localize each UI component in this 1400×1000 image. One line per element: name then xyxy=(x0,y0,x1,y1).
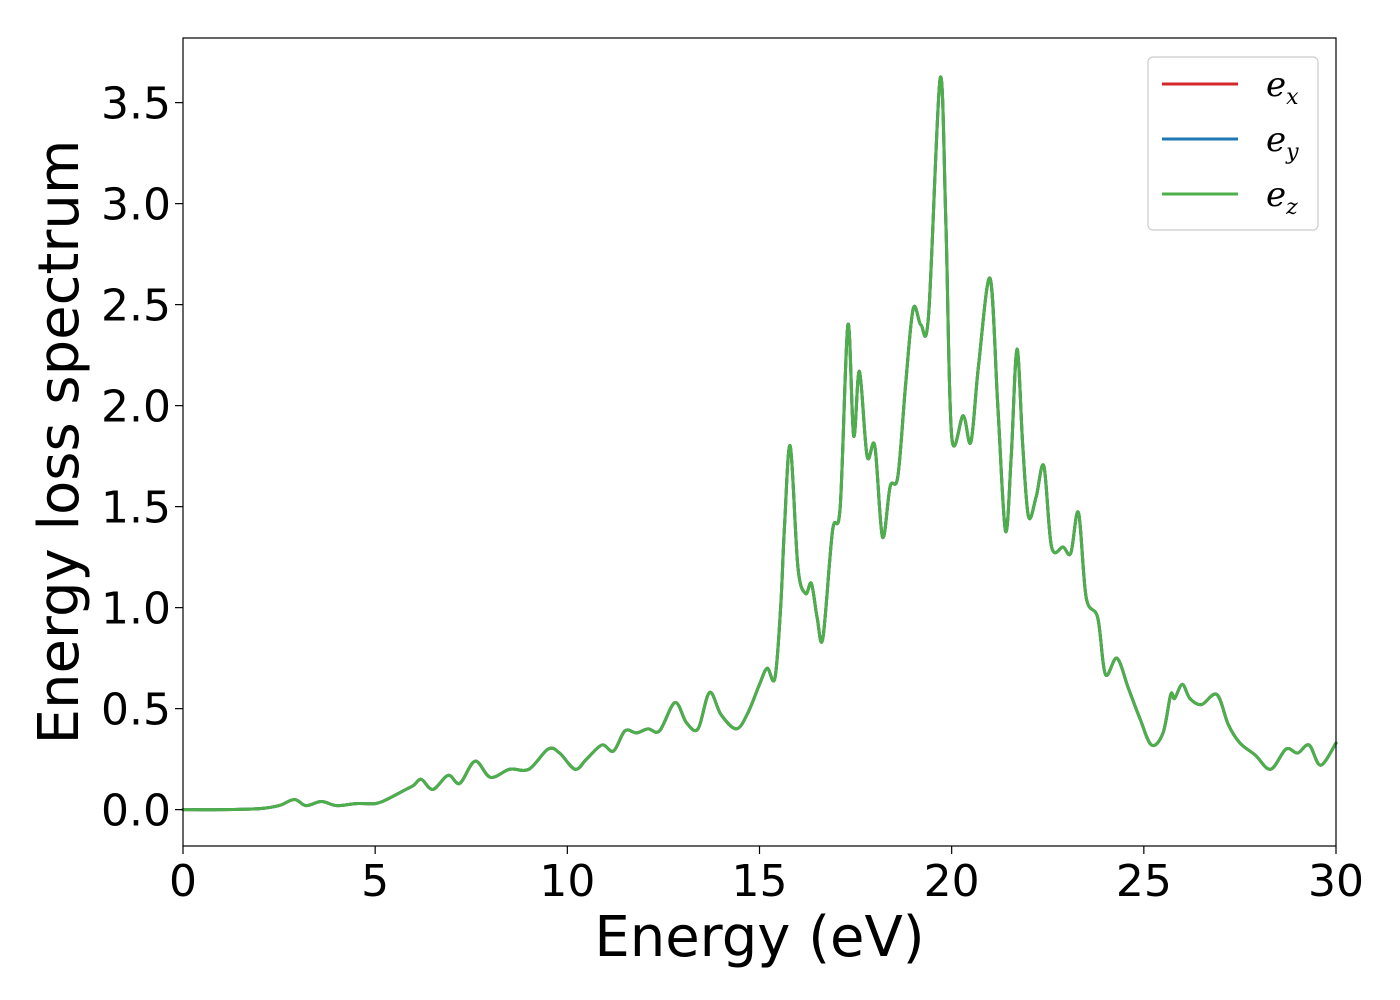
y-tick-label: 1.0 xyxy=(101,584,171,635)
x-tick-label: 30 xyxy=(1308,856,1364,907)
y-tick-label: 1.5 xyxy=(101,483,171,534)
y-tick-label: 2.0 xyxy=(101,382,171,433)
x-tick-label: 5 xyxy=(361,856,389,907)
legend: ex ey ez xyxy=(1147,56,1319,231)
y-axis-ticks: 0.0 0.5 1.0 1.5 2.0 2.5 3.0 3.5 xyxy=(101,79,183,837)
y-tick-label: 2.5 xyxy=(101,281,171,332)
y-tick-label: 3.0 xyxy=(101,180,171,231)
series-line-z xyxy=(181,75,1338,812)
x-tick-label: 0 xyxy=(169,856,197,907)
y-tick-label: 0.0 xyxy=(101,786,171,837)
x-tick-label: 20 xyxy=(924,856,980,907)
x-axis-label: Energy (eV) xyxy=(594,905,924,970)
legend-label-z: ez xyxy=(1266,175,1298,220)
legend-box xyxy=(1147,56,1319,231)
y-tick-label: 3.5 xyxy=(101,79,171,130)
y-tick-label: 0.5 xyxy=(101,685,171,736)
series-layer xyxy=(181,75,1338,812)
y-axis-label: Energy loss spectrum xyxy=(27,140,92,745)
x-axis-ticks: 0 5 10 15 20 25 30 xyxy=(169,846,1364,907)
x-tick-label: 10 xyxy=(539,856,595,907)
legend-label-y: ey xyxy=(1266,120,1299,165)
x-tick-label: 25 xyxy=(1116,856,1172,907)
x-tick-label: 15 xyxy=(732,856,788,907)
legend-label-x: ex xyxy=(1266,65,1299,110)
